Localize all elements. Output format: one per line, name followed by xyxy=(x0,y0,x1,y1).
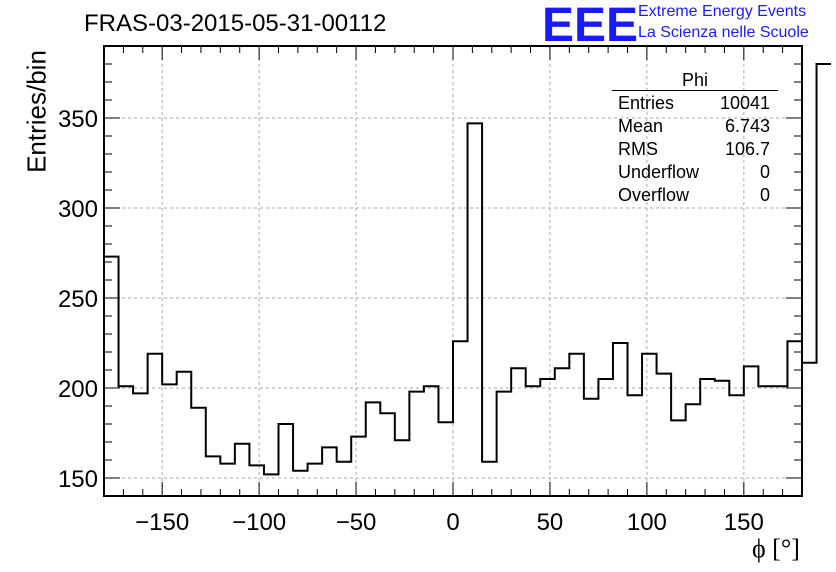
y-tick-label: 300 xyxy=(58,196,98,223)
stats-value: 106.7 xyxy=(724,139,770,159)
x-tick-label: −100 xyxy=(232,509,286,536)
y-axis-ticks: 150 200 250 300 350 xyxy=(58,63,802,493)
grid-lines xyxy=(104,46,802,496)
plot-title: FRAS-03-2015-05-31-00112 xyxy=(84,10,387,37)
y-tick-label: 150 xyxy=(58,466,98,493)
stats-label: Entries xyxy=(618,93,675,113)
stats-value: 0 xyxy=(759,162,770,182)
x-tick-label: 150 xyxy=(724,509,764,536)
y-tick-label: 350 xyxy=(58,106,98,133)
x-tick-label: −50 xyxy=(336,509,377,536)
stats-title: Phi xyxy=(681,70,708,90)
stats-label: Underflow xyxy=(618,162,700,182)
stats-divider xyxy=(612,90,778,91)
x-tick-label: 50 xyxy=(537,509,564,536)
x-tick-label: −150 xyxy=(135,509,189,536)
y-tick-label: 200 xyxy=(58,376,98,403)
stats-label: RMS xyxy=(618,139,658,159)
stats-value: 6.743 xyxy=(724,116,770,136)
x-tick-label: 100 xyxy=(627,509,667,536)
histogram-step-line xyxy=(104,63,832,476)
stats-label: Overflow xyxy=(618,185,690,205)
y-tick-label: 250 xyxy=(58,286,98,313)
stats-label: Mean xyxy=(618,116,664,136)
x-axis-ticks: −150 −100 −50 0 50 100 150 xyxy=(103,46,803,536)
logo-line-1: Extreme Energy Events xyxy=(638,3,807,20)
logo-line-2: La Scienza nelle Scuole xyxy=(638,24,809,41)
x-tick-label: 0 xyxy=(446,509,459,536)
x-axis-label: ϕ [°] xyxy=(752,534,800,563)
eee-logo: EEE xyxy=(542,0,639,52)
stats-value: 10041 xyxy=(719,93,770,113)
stats-value: 0 xyxy=(759,185,770,205)
y-axis-label: Entries/bin xyxy=(21,50,52,173)
